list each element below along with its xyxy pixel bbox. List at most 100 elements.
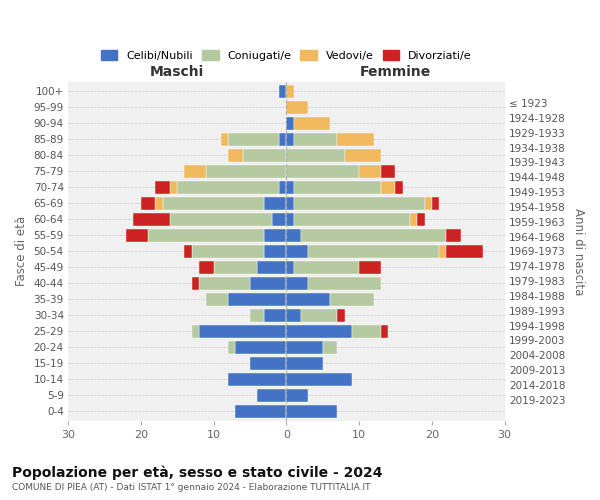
Bar	[170, 213, 272, 226]
Bar	[308, 277, 381, 289]
Bar	[191, 325, 199, 338]
Bar	[126, 229, 148, 241]
Bar	[257, 261, 286, 274]
Bar	[228, 133, 279, 145]
Bar	[337, 133, 374, 145]
Bar	[286, 309, 301, 322]
Bar	[381, 165, 395, 177]
Bar	[286, 149, 344, 162]
Bar	[286, 293, 330, 306]
Bar	[221, 133, 228, 145]
Text: COMUNE DI PIEA (AT) - Dati ISTAT 1° gennaio 2024 - Elaborazione TUTTITALIA.IT: COMUNE DI PIEA (AT) - Dati ISTAT 1° genn…	[12, 482, 371, 492]
Bar	[265, 245, 286, 258]
Text: Femmine: Femmine	[360, 64, 431, 78]
Bar	[206, 165, 286, 177]
Bar	[199, 325, 286, 338]
Bar	[381, 181, 395, 194]
Bar	[272, 213, 286, 226]
Bar	[250, 357, 286, 370]
Bar	[286, 325, 352, 338]
Bar	[279, 181, 286, 194]
Bar	[293, 213, 410, 226]
Bar	[177, 181, 279, 194]
Bar	[235, 341, 286, 353]
Bar	[286, 197, 293, 209]
Bar	[133, 213, 170, 226]
Bar	[286, 405, 337, 417]
Bar	[301, 229, 446, 241]
Bar	[286, 389, 308, 402]
Bar	[228, 293, 286, 306]
Bar	[293, 261, 359, 274]
Bar	[184, 245, 191, 258]
Bar	[257, 389, 286, 402]
Bar	[359, 261, 381, 274]
Bar	[265, 309, 286, 322]
Bar	[323, 341, 337, 353]
Bar	[155, 181, 170, 194]
Bar	[163, 197, 265, 209]
Bar	[191, 277, 199, 289]
Bar	[286, 181, 293, 194]
Bar	[410, 213, 418, 226]
Bar	[286, 133, 293, 145]
Bar	[228, 341, 235, 353]
Bar	[191, 245, 265, 258]
Bar	[395, 181, 403, 194]
Bar	[359, 165, 381, 177]
Bar	[199, 261, 214, 274]
Bar	[235, 405, 286, 417]
Bar	[352, 325, 381, 338]
Bar	[279, 85, 286, 98]
Bar	[286, 341, 323, 353]
Bar	[293, 197, 425, 209]
Bar	[330, 293, 374, 306]
Bar	[265, 229, 286, 241]
Bar	[148, 229, 265, 241]
Bar	[337, 309, 344, 322]
Bar	[286, 85, 293, 98]
Bar	[170, 181, 177, 194]
Bar	[286, 373, 352, 386]
Bar	[432, 197, 439, 209]
Bar	[199, 277, 250, 289]
Bar	[155, 197, 163, 209]
Bar	[381, 325, 388, 338]
Text: Maschi: Maschi	[150, 64, 204, 78]
Bar	[242, 149, 286, 162]
Bar	[214, 261, 257, 274]
Bar	[286, 117, 293, 130]
Bar	[228, 149, 242, 162]
Bar	[293, 133, 337, 145]
Bar	[286, 101, 308, 114]
Bar	[265, 197, 286, 209]
Bar	[250, 277, 286, 289]
Bar	[286, 165, 359, 177]
Bar	[425, 197, 432, 209]
Bar	[293, 181, 381, 194]
Bar	[439, 245, 446, 258]
Bar	[286, 229, 301, 241]
Bar	[446, 245, 483, 258]
Bar	[344, 149, 381, 162]
Bar	[418, 213, 425, 226]
Bar	[141, 197, 155, 209]
Bar	[228, 373, 286, 386]
Y-axis label: Anni di nascita: Anni di nascita	[572, 208, 585, 295]
Bar	[301, 309, 337, 322]
Bar	[184, 165, 206, 177]
Y-axis label: Fasce di età: Fasce di età	[15, 216, 28, 286]
Text: Popolazione per età, sesso e stato civile - 2024: Popolazione per età, sesso e stato civil…	[12, 465, 383, 479]
Legend: Celibi/Nubili, Coniugati/e, Vedovi/e, Divorziati/e: Celibi/Nubili, Coniugati/e, Vedovi/e, Di…	[101, 50, 472, 61]
Bar	[206, 293, 228, 306]
Bar	[286, 357, 323, 370]
Bar	[286, 213, 293, 226]
Bar	[279, 133, 286, 145]
Bar	[308, 245, 439, 258]
Bar	[286, 261, 293, 274]
Bar	[286, 245, 308, 258]
Bar	[250, 309, 265, 322]
Bar	[446, 229, 461, 241]
Bar	[286, 277, 308, 289]
Bar	[293, 117, 330, 130]
